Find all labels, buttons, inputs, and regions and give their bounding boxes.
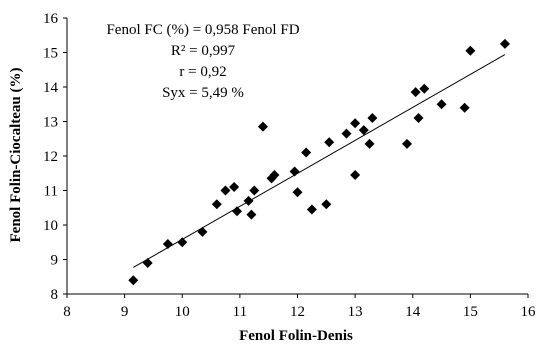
x-tick-label: 14 — [405, 304, 421, 320]
data-point — [220, 185, 231, 196]
data-point — [292, 187, 303, 198]
data-point — [413, 113, 424, 124]
data-point — [243, 195, 254, 206]
data-point — [419, 83, 430, 94]
data-point — [231, 206, 242, 217]
trendline — [133, 54, 506, 268]
data-point — [142, 257, 153, 268]
x-tick-label: 8 — [63, 304, 71, 320]
data-point — [257, 121, 268, 132]
data-point — [341, 128, 352, 139]
data-point — [269, 169, 280, 180]
x-tick-label: 13 — [348, 304, 363, 320]
y-tick-label: 11 — [44, 184, 58, 200]
y-tick-label: 15 — [43, 46, 58, 62]
x-tick-label: 11 — [233, 304, 247, 320]
data-point — [306, 204, 317, 215]
regression-annotations: Fenol FC (%) = 0,958 Fenol FD R² = 0,997… — [106, 22, 299, 101]
data-point — [436, 99, 447, 110]
data-point — [459, 102, 470, 113]
data-point — [162, 238, 173, 249]
data-points — [128, 38, 510, 286]
data-point — [324, 137, 335, 148]
data-point — [364, 138, 375, 149]
y-tick-label: 12 — [43, 149, 58, 165]
data-point — [499, 38, 510, 49]
y-tick-label: 10 — [43, 218, 58, 234]
x-axis-title: Fenol Folin-Denis — [239, 328, 353, 344]
data-point — [289, 166, 300, 177]
data-point — [301, 147, 312, 158]
x-tick-label: 15 — [463, 304, 478, 320]
annotation-syx: Syx = 5,49 % — [162, 85, 244, 101]
data-point — [177, 237, 188, 248]
annotation-r: r = 0,92 — [179, 64, 226, 80]
y-tick-label: 16 — [43, 11, 59, 27]
y-tick-label: 9 — [51, 253, 59, 269]
trendline-group — [133, 54, 506, 268]
data-point — [358, 125, 369, 136]
y-tick-label: 8 — [51, 287, 59, 303]
data-point — [321, 199, 332, 210]
data-point — [401, 138, 412, 149]
data-point — [350, 169, 361, 180]
data-point — [211, 199, 222, 210]
ticks: 8 9 10 11 12 13 14 15 16 8 9 10 11 12 13 14 15 16 — [43, 11, 536, 320]
annotation-r-squared: R² = 0,997 — [171, 43, 236, 59]
annotation-equation: Fenol FC (%) = 0,958 Fenol FD — [106, 22, 299, 38]
data-point — [367, 113, 378, 124]
x-tick-label: 12 — [290, 304, 305, 320]
data-point — [465, 45, 476, 56]
data-point — [229, 182, 240, 193]
y-tick-label: 14 — [43, 80, 59, 96]
x-tick-label: 16 — [521, 304, 536, 320]
x-tick-label: 10 — [175, 304, 190, 320]
data-point — [197, 226, 208, 237]
data-point — [128, 275, 139, 286]
x-tick-label: 9 — [121, 304, 129, 320]
data-point — [246, 209, 257, 220]
y-axis-title: Fenol Folin-Ciocalteau (%) — [8, 68, 24, 243]
y-tick-label: 13 — [43, 115, 58, 131]
data-point — [350, 118, 361, 129]
data-point — [249, 185, 260, 196]
data-point — [410, 87, 421, 98]
